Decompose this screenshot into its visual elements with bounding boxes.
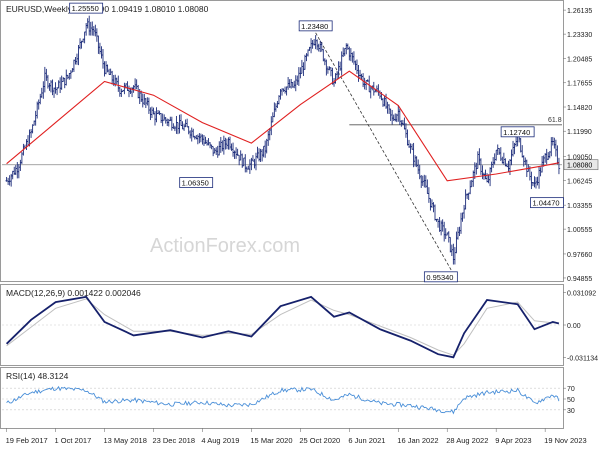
price-tick-label: 1.06245: [567, 178, 592, 185]
price-tick-label: 1.14820: [567, 105, 592, 112]
macd-tick-label: 0.031092: [567, 291, 596, 298]
time-tick-label: 1 Oct 2017: [55, 436, 92, 445]
fib-level-label: 61.8: [548, 117, 562, 124]
rsi-tick-label: 50: [567, 397, 575, 404]
price-tick-label: 1.23330: [567, 32, 592, 39]
macd-title: MACD(12,26,9) 0.001422 0.002046: [6, 288, 141, 298]
price-series: [5, 15, 561, 265]
price-annotation-label: 1.25550: [72, 4, 99, 13]
rsi-tick-label: 30: [567, 408, 575, 415]
ohlc-values: 1.08890 1.09419 1.08010 1.08080: [78, 4, 208, 14]
price-tick-label: 1.00555: [567, 227, 592, 234]
price-annotation-label: 1.06350: [182, 179, 209, 188]
watermark: ActionForex.com: [150, 235, 300, 257]
time-tick-label: 19 Feb 2017: [6, 436, 48, 445]
price-annotation-label: 1.04470: [532, 199, 559, 208]
time-axis: 19 Feb 2017 1 Oct 2017 13 May 2018 23 Dec 2…: [6, 428, 587, 445]
price-annotation: 1.06350: [179, 177, 214, 188]
price-tick-label: 1.20485: [567, 57, 592, 64]
price-tick-label: 1.09050: [567, 154, 592, 161]
macd-signal-line: [6, 298, 559, 356]
moving-average-series: [6, 70, 560, 182]
price-tick-label: 1.11990: [567, 129, 592, 136]
price-annotation-label: 0.95340: [426, 273, 453, 282]
time-tick-label: 6 Jun 2021: [348, 436, 385, 445]
time-tick-label: 9 Apr 2023: [495, 436, 531, 445]
time-tick-label: 23 Dec 2018: [152, 436, 195, 445]
time-tick-label: 13 May 2018: [104, 436, 147, 445]
current-price-label: 1.08080: [567, 163, 592, 170]
price-tick-label: 0.97660: [567, 252, 592, 259]
time-tick-label: 25 Oct 2020: [299, 436, 340, 445]
price-annotations: 1.25550 1.06350 1.23480 0.95340 1.12740 1.044…: [69, 2, 564, 283]
price-tick-label: 0.94855: [567, 276, 592, 283]
rsi-axis: 70 50 30: [563, 386, 575, 415]
rsi-series: [2, 385, 562, 415]
rsi-line: [6, 385, 560, 415]
current-price-tag: 1.08080: [563, 159, 599, 171]
time-tick-label: 15 Mar 2020: [250, 436, 292, 445]
rsi-tick-label: 70: [567, 386, 575, 393]
price-annotation: 1.23480: [298, 20, 333, 32]
price-annotation: 1.04470: [530, 197, 564, 209]
time-tick-label: 4 Aug 2019: [201, 436, 239, 445]
rsi-title: RSI(14) 48.3124: [6, 371, 69, 381]
price-annotation: 0.95340: [423, 271, 458, 283]
time-tick-label: 16 Jan 2022: [397, 436, 438, 445]
macd-tick-label: -0.031134: [567, 355, 598, 362]
macd-axis: 0.031092 0.00 -0.031134: [563, 291, 598, 362]
rsi-panel-frame: [0, 367, 564, 429]
price-tick-label: 1.03355: [567, 203, 592, 210]
price-annotation: 1.25550: [69, 2, 104, 14]
macd-series: [2, 295, 562, 359]
price-axis: 1.26135 1.23330 1.20485 1.17655 1.14820 1.119…: [563, 8, 599, 283]
symbol-header: EURUSD,Weekly 1.08890 1.09419 1.08010 1.…: [6, 4, 209, 14]
macd-tick-label: 0.00: [567, 323, 581, 330]
time-tick-label: 28 Aug 2022: [446, 436, 488, 445]
price-annotation: 1.12740: [500, 126, 535, 138]
price-annotation-label: 1.12740: [503, 128, 530, 137]
macd-main-line: [5, 295, 560, 359]
time-tick-label: 19 Nov 2023: [544, 436, 587, 445]
price-panel-frame: [0, 0, 564, 282]
price-tick-label: 1.17655: [567, 81, 592, 88]
symbol-label: EURUSD,Weekly: [6, 4, 73, 14]
price-tick-label: 1.26135: [567, 8, 592, 15]
moving-average-line: [6, 70, 560, 182]
price-annotation-label: 1.23480: [301, 22, 328, 31]
